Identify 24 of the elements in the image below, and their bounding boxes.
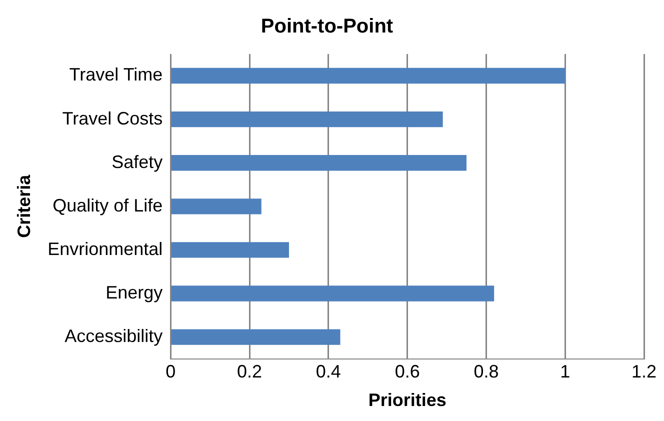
bar bbox=[171, 286, 494, 302]
bar bbox=[171, 198, 262, 214]
x-axis-title: Priorities bbox=[368, 390, 446, 410]
x-tick-label: 1 bbox=[560, 362, 570, 382]
x-tick-label: 0.6 bbox=[394, 362, 420, 382]
y-tick-label: Accessibility bbox=[64, 326, 163, 346]
y-tick-label: Travel Time bbox=[69, 64, 163, 85]
bar bbox=[171, 329, 340, 345]
y-tick-label: Envrionmental bbox=[48, 238, 163, 259]
x-tick-label: 0.2 bbox=[237, 362, 262, 382]
bar bbox=[171, 68, 566, 84]
bar bbox=[171, 155, 466, 171]
x-tick-label: 0.4 bbox=[316, 362, 341, 382]
x-tick-label: 0.8 bbox=[474, 362, 499, 382]
bar bbox=[171, 111, 443, 128]
y-tick-label: Travel Costs bbox=[62, 108, 163, 128]
y-tick-label: Safety bbox=[112, 152, 163, 172]
y-tick-label: Quality of Life bbox=[52, 195, 163, 216]
y-axis-title: Criteria bbox=[14, 174, 34, 238]
y-tick-label: Energy bbox=[106, 282, 163, 302]
chart-title: Point-to-Point bbox=[260, 16, 394, 38]
x-tick-label: 1.2 bbox=[631, 362, 657, 382]
x-tick-label: 0 bbox=[166, 362, 176, 382]
bar bbox=[171, 242, 289, 258]
